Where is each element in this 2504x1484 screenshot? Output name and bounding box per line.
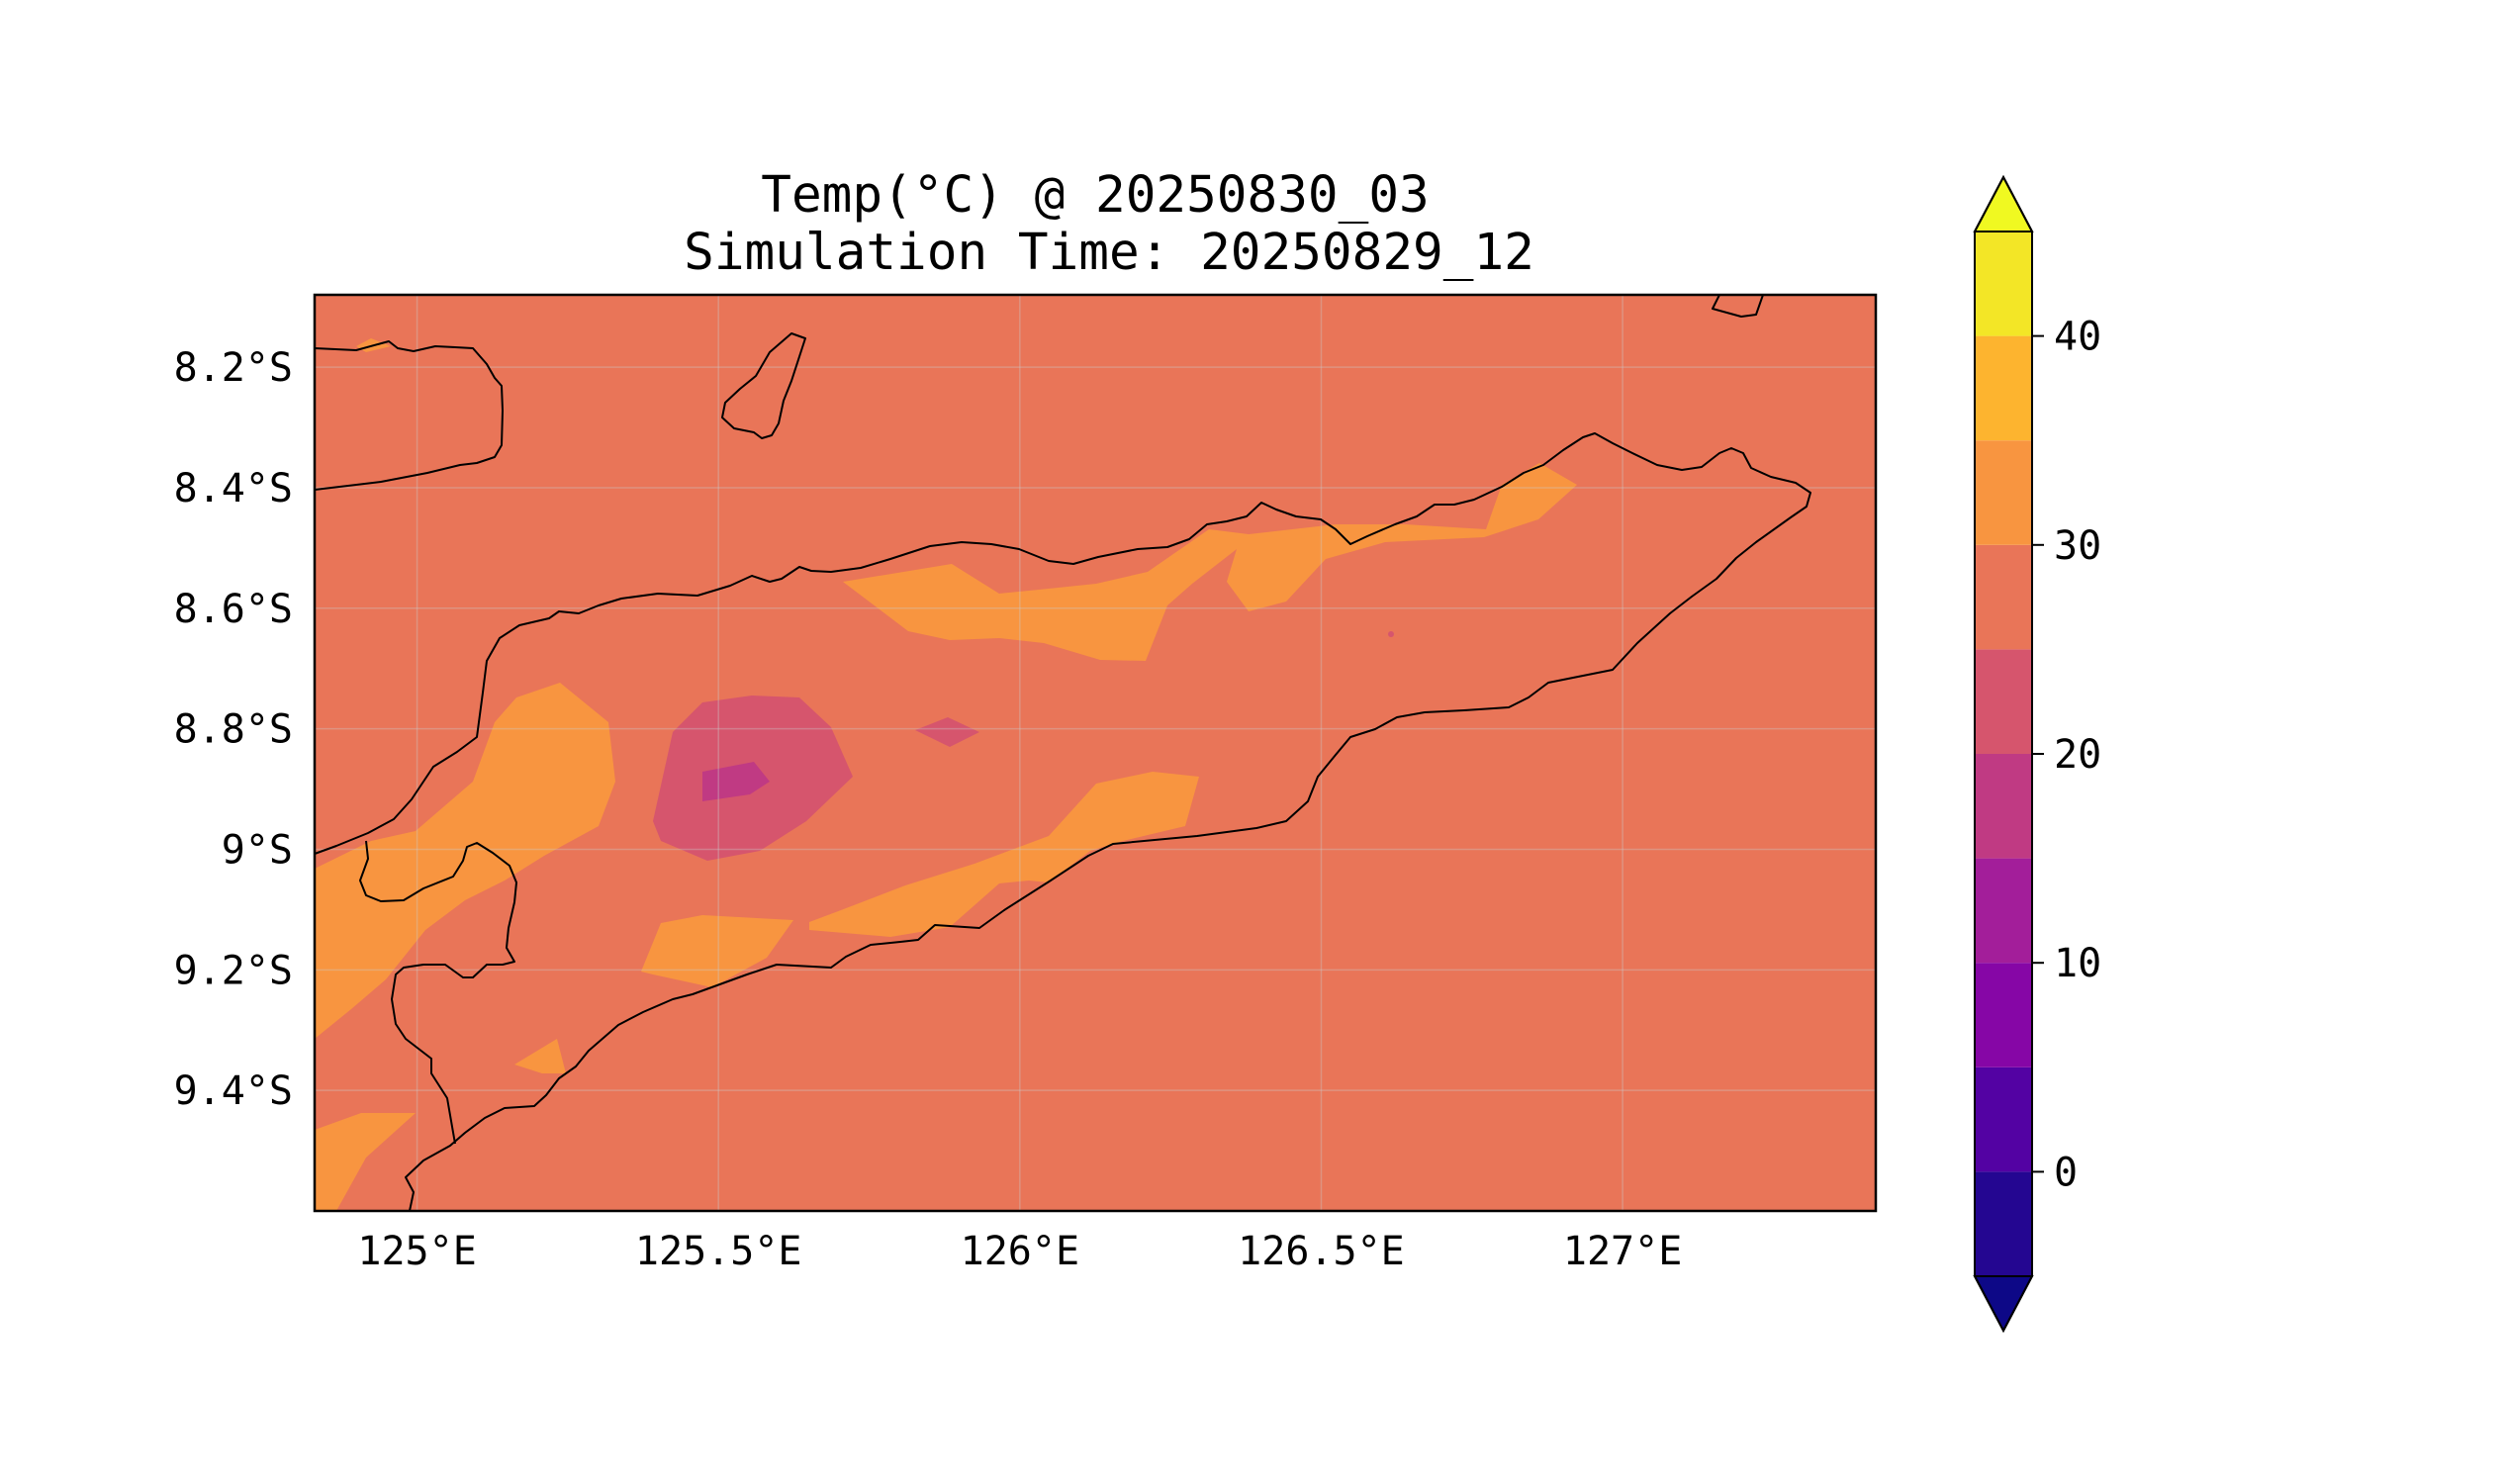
map-gridlines	[315, 295, 1876, 1211]
colorbar-tick-label: 30	[2054, 523, 2101, 569]
coastline-wetar-island	[1712, 295, 1764, 318]
colorbar-tick-label: 10	[2054, 941, 2101, 986]
coastline-oecusse	[359, 840, 517, 1145]
map-title-line1: Temp(°C) @ 20250830_03	[761, 166, 1430, 225]
coastline-timor-north	[315, 432, 1811, 1211]
contour-warm-southwest-corner	[315, 1113, 416, 1211]
y-tick-label: 8.4°S	[174, 466, 293, 511]
colorbar-tick-label: 20	[2054, 732, 2101, 778]
y-tick-label: 8.8°S	[174, 707, 293, 753]
colorbar-segment	[1975, 440, 2032, 545]
y-axis-labels: 8.2°S 8.4°S 8.6°S 8.8°S 9°S 9.2°S 9.4°S	[174, 345, 293, 1114]
colorbar-segment	[1975, 232, 2032, 336]
x-tick-label: 126.5°E	[1238, 1229, 1405, 1274]
contour-cool-small	[915, 717, 979, 747]
contour-warm-northeast	[843, 463, 1577, 661]
colorbar-segment	[1975, 858, 2032, 964]
contour-cool-dot	[1388, 631, 1394, 637]
colorbar-tick-label: 40	[2054, 315, 2101, 360]
map-frame	[313, 293, 1878, 1213]
x-tick-label: 125°E	[357, 1229, 476, 1274]
contour-cooler-core	[702, 762, 770, 801]
y-tick-label: 9°S	[222, 827, 293, 873]
y-tick-label: 9.4°S	[174, 1068, 293, 1114]
colorbar-outline	[1974, 174, 2033, 1334]
contour-warm-west	[315, 683, 615, 1039]
colorbar-segment	[1975, 1067, 2032, 1172]
x-tick-label: 125.5°E	[635, 1229, 802, 1274]
colorbar-segment	[1975, 963, 2032, 1067]
colorbar-segment	[1975, 544, 2032, 650]
colorbar-segment	[1975, 649, 2032, 754]
x-axis-labels: 125°E 125.5°E 126°E 126.5°E 127°E	[357, 1229, 1682, 1274]
colorbar-tick-label: 0	[2054, 1150, 2078, 1195]
y-tick-label: 8.6°S	[174, 587, 293, 632]
coastlines	[315, 295, 1811, 1211]
x-tick-label: 127°E	[1563, 1229, 1682, 1274]
contour-warm-south	[641, 915, 793, 987]
coastline-alor-island	[315, 340, 504, 491]
map-plot-area	[313, 293, 1878, 1213]
coastline-atauro-island	[721, 332, 806, 439]
y-tick-label: 8.2°S	[174, 345, 293, 391]
colorbar-segment	[1975, 1171, 2032, 1276]
colorbar-segment	[1975, 335, 2032, 441]
contour-warm-southwest-small	[514, 1039, 566, 1073]
contour-warm-central	[809, 772, 1199, 937]
y-tick-label: 9.2°S	[174, 948, 293, 993]
map-title-line2: Simulation Time: 20250829_12	[684, 224, 1534, 282]
colorbar: 0 10 20 30 40	[1973, 174, 2101, 1334]
colorbar-over-triangle	[1973, 174, 2034, 232]
colorbar-segment	[1975, 754, 2032, 859]
colorbar-under-triangle	[1973, 1275, 2034, 1334]
x-tick-label: 126°E	[961, 1229, 1079, 1274]
